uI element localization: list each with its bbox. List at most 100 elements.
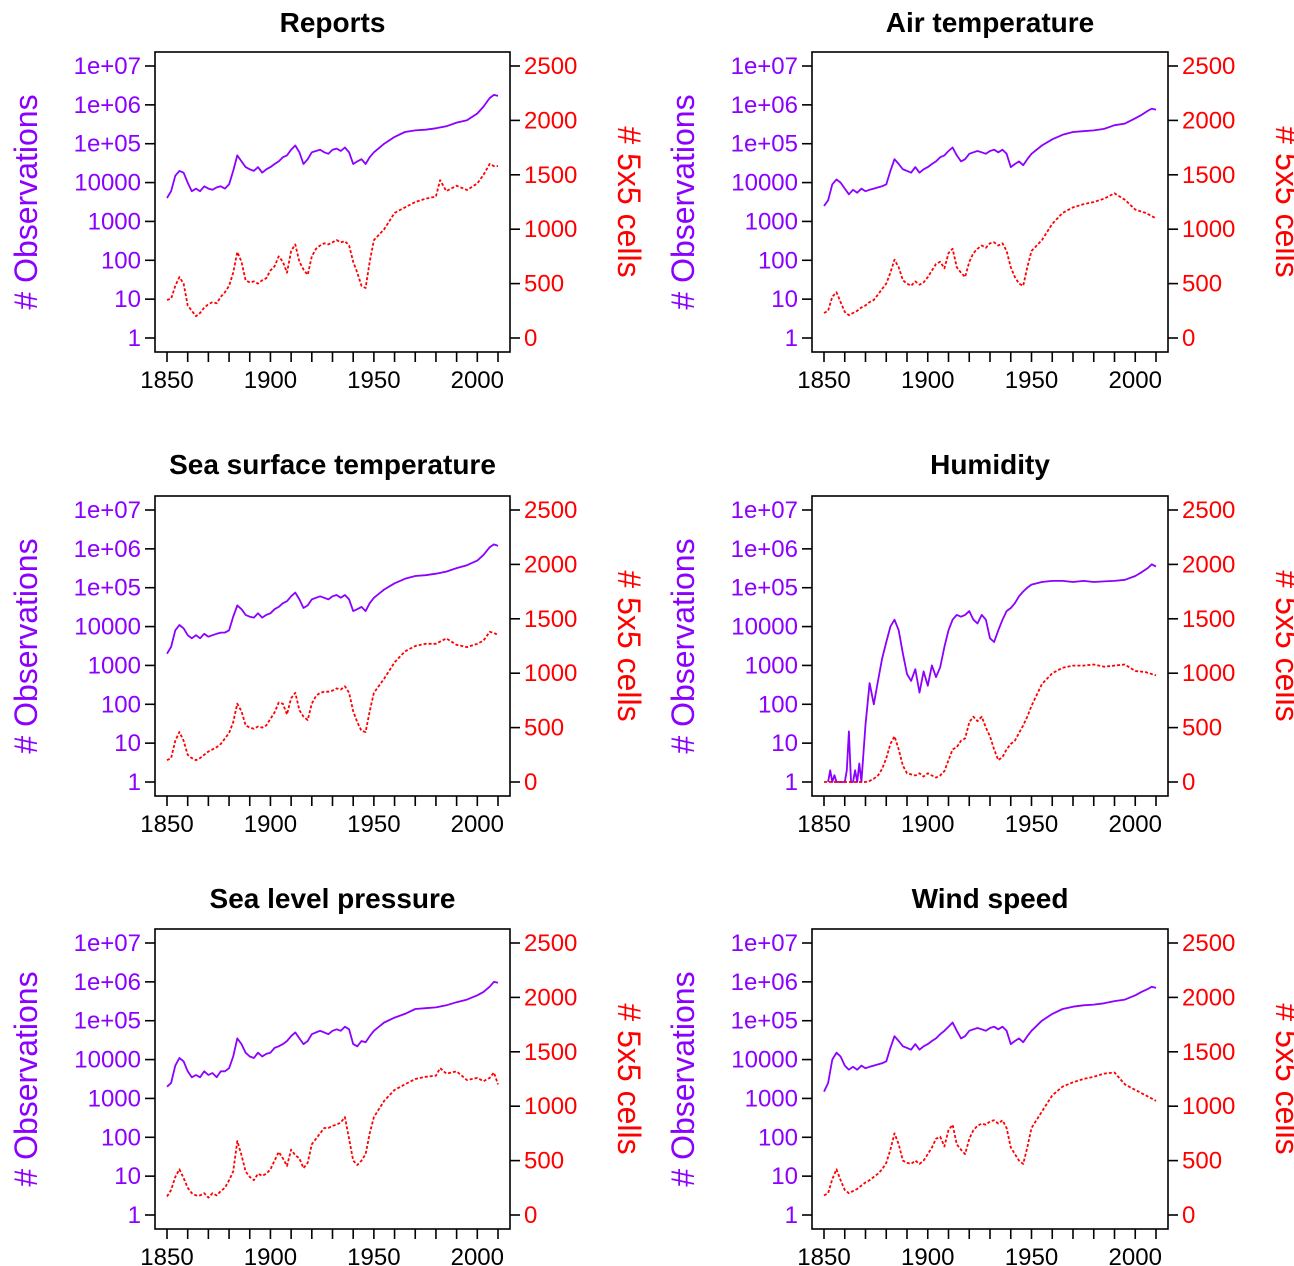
panel-1: Air temperature1101001000100001e+051e+06… [665, 7, 1294, 394]
left-tick-label: 1 [128, 1202, 141, 1229]
left-axis-title: # Observations [8, 971, 44, 1186]
observations-line [823, 985, 1157, 1092]
left-tick-label: 10 [114, 286, 141, 313]
right-tick-label: 500 [524, 1148, 564, 1175]
x-tick-label: 1850 [140, 367, 193, 394]
right-axis-title: # 5x5 cells [1269, 1003, 1294, 1154]
left-tick-label: 1e+06 [74, 536, 141, 563]
observations-line [166, 543, 499, 655]
panel-title: Wind speed [912, 883, 1069, 914]
right-tick-label: 2000 [1182, 984, 1235, 1011]
panel-title: Air temperature [886, 7, 1095, 38]
x-tick-label: 1850 [797, 1244, 850, 1266]
panel-4: Sea level pressure1101001000100001e+051e… [8, 883, 647, 1266]
left-tick-label: 100 [101, 691, 141, 718]
left-tick-label: 1 [128, 325, 141, 352]
plot-frame [811, 51, 1169, 353]
left-tick-label: 1e+07 [74, 930, 141, 957]
right-tick-label: 2500 [524, 53, 577, 80]
left-tick-label: 10 [771, 286, 798, 313]
left-tick-label: 10000 [731, 170, 798, 197]
right-tick-label: 1500 [524, 606, 577, 633]
x-tick-label: 1850 [140, 811, 193, 838]
right-tick-label: 2500 [1182, 53, 1235, 80]
left-tick-label: 1e+05 [74, 1008, 141, 1035]
x-tick-label: 1950 [347, 1244, 400, 1266]
left-axis-title: # Observations [8, 94, 44, 309]
left-tick-label: 1e+07 [74, 53, 141, 80]
right-axis-title: # 5x5 cells [611, 126, 647, 277]
cells-line [823, 192, 1157, 317]
left-tick-label: 1e+06 [731, 92, 798, 119]
left-tick-label: 1e+06 [74, 969, 141, 996]
cells-line [166, 631, 499, 762]
panel-5: Wind speed1101001000100001e+051e+061e+07… [665, 883, 1294, 1266]
right-tick-label: 0 [524, 1202, 537, 1229]
panel-3: Humidity 1 10 100 1000 10000 1e+05 1e+06 1e+07 0 5… [665, 449, 1294, 838]
right-tick-label: 1500 [524, 1039, 577, 1066]
observations-line [166, 981, 499, 1088]
left-tick-label: 10 [114, 1163, 141, 1190]
x-tick-label: 1950 [1005, 811, 1058, 838]
right-tick-label: 0 [524, 769, 537, 796]
left-tick-label: 1e+05 [74, 575, 141, 602]
left-axis-title: # Observations [665, 94, 701, 309]
left-tick-label: 1 [785, 1202, 798, 1229]
panel-title: Sea level pressure [210, 883, 456, 914]
x-tick-label: 1950 [1005, 1244, 1058, 1266]
left-tick-label: 1e+07 [731, 53, 798, 80]
x-tick-label: 2000 [451, 367, 504, 394]
right-axis-title: # 5x5 cells [611, 1003, 647, 1154]
right-tick-label: 1500 [524, 162, 577, 189]
left-tick-label: 1000 [745, 208, 798, 235]
left-tick-label: 1e+07 [74, 497, 141, 524]
panel-title: Reports [280, 7, 386, 38]
observations-line [827, 563, 1157, 783]
left-tick-label: 1000 [745, 1085, 798, 1112]
left-axis-title: # Observations [665, 538, 701, 753]
right-tick-label: 2000 [524, 107, 577, 134]
left-tick-label: 100 [758, 1124, 798, 1151]
left-tick-label: 1e+06 [731, 969, 798, 996]
observations-line [823, 107, 1157, 207]
right-tick-label: 500 [524, 715, 564, 742]
left-tick-label: 1e+07 [731, 497, 798, 524]
panel-title: Sea surface temperature [169, 449, 496, 480]
right-tick-label: 1000 [524, 660, 577, 687]
cells-line [823, 1071, 1157, 1197]
left-axis-title: # Observations [665, 971, 701, 1186]
left-axis-title: # Observations [8, 538, 44, 753]
right-tick-label: 2000 [1182, 551, 1235, 578]
left-tick-label: 1000 [88, 208, 141, 235]
x-tick-label: 2000 [451, 1244, 504, 1266]
left-tick-label: 10 [771, 1163, 798, 1190]
x-tick-label: 1950 [347, 811, 400, 838]
x-tick-label: 1900 [901, 367, 954, 394]
left-tick-label: 1000 [88, 652, 141, 679]
x-tick-label: 2000 [1109, 811, 1162, 838]
right-tick-label: 1000 [1182, 660, 1235, 687]
right-tick-label: 2000 [524, 984, 577, 1011]
x-tick-label: 1900 [244, 1244, 297, 1266]
x-tick-label: 2000 [1109, 367, 1162, 394]
left-tick-label: 1e+05 [731, 575, 798, 602]
x-tick-label: 1900 [244, 367, 297, 394]
left-tick-label: 100 [101, 1124, 141, 1151]
panel-0: Reports 1 10 100 1000 10000 1e+05 1e+06 1e+07 0 50… [8, 7, 647, 394]
left-tick-label: 1e+05 [74, 131, 141, 158]
right-tick-label: 500 [1182, 1148, 1222, 1175]
right-tick-label: 2500 [1182, 930, 1235, 957]
right-tick-label: 2500 [1182, 497, 1235, 524]
left-tick-label: 1 [785, 769, 798, 796]
plot-frame [154, 51, 511, 353]
cells-line [824, 663, 1157, 783]
left-tick-label: 1e+06 [74, 92, 141, 119]
right-tick-label: 1500 [1182, 606, 1235, 633]
right-tick-label: 1500 [1182, 162, 1235, 189]
right-axis-title: # 5x5 cells [1269, 570, 1294, 721]
left-tick-label: 1e+06 [731, 536, 798, 563]
left-tick-label: 100 [758, 247, 798, 274]
right-tick-label: 0 [1182, 769, 1195, 796]
left-tick-label: 100 [101, 247, 141, 274]
left-tick-label: 10000 [74, 614, 141, 641]
